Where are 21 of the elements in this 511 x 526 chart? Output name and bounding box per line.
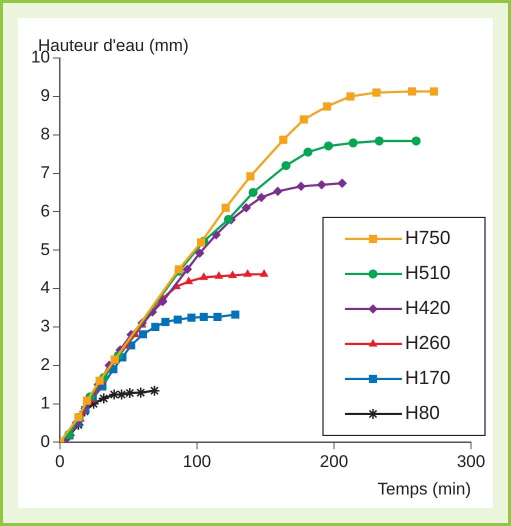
- x-tick-label: 200: [320, 452, 348, 472]
- x-tick-label: 0: [55, 452, 65, 472]
- legend-label: H510: [405, 263, 450, 284]
- y-tick-label: 7: [40, 162, 50, 182]
- y-tick-label: 6: [40, 201, 50, 220]
- y-tick-label: 4: [40, 278, 50, 298]
- legend-label: H420: [405, 298, 450, 320]
- y-tick-label: 3: [40, 316, 50, 336]
- y-tick-label: 2: [40, 355, 50, 374]
- y-tick-label: 9: [40, 86, 50, 106]
- x-tick-label: 300: [456, 452, 486, 472]
- x-tick-label: 100: [182, 452, 212, 472]
- y-tick-label: 1: [40, 393, 50, 412]
- y-tick-label: 0: [40, 432, 50, 451]
- legend-label: H80: [405, 403, 440, 424]
- y-tick-label: 8: [40, 124, 50, 144]
- legend-label: H750: [405, 228, 450, 250]
- legend-label: H170: [405, 368, 450, 390]
- x-axis-title: Temps (min): [377, 479, 471, 498]
- legend-label: H260: [405, 333, 450, 354]
- y-tick-label: 5: [40, 240, 50, 259]
